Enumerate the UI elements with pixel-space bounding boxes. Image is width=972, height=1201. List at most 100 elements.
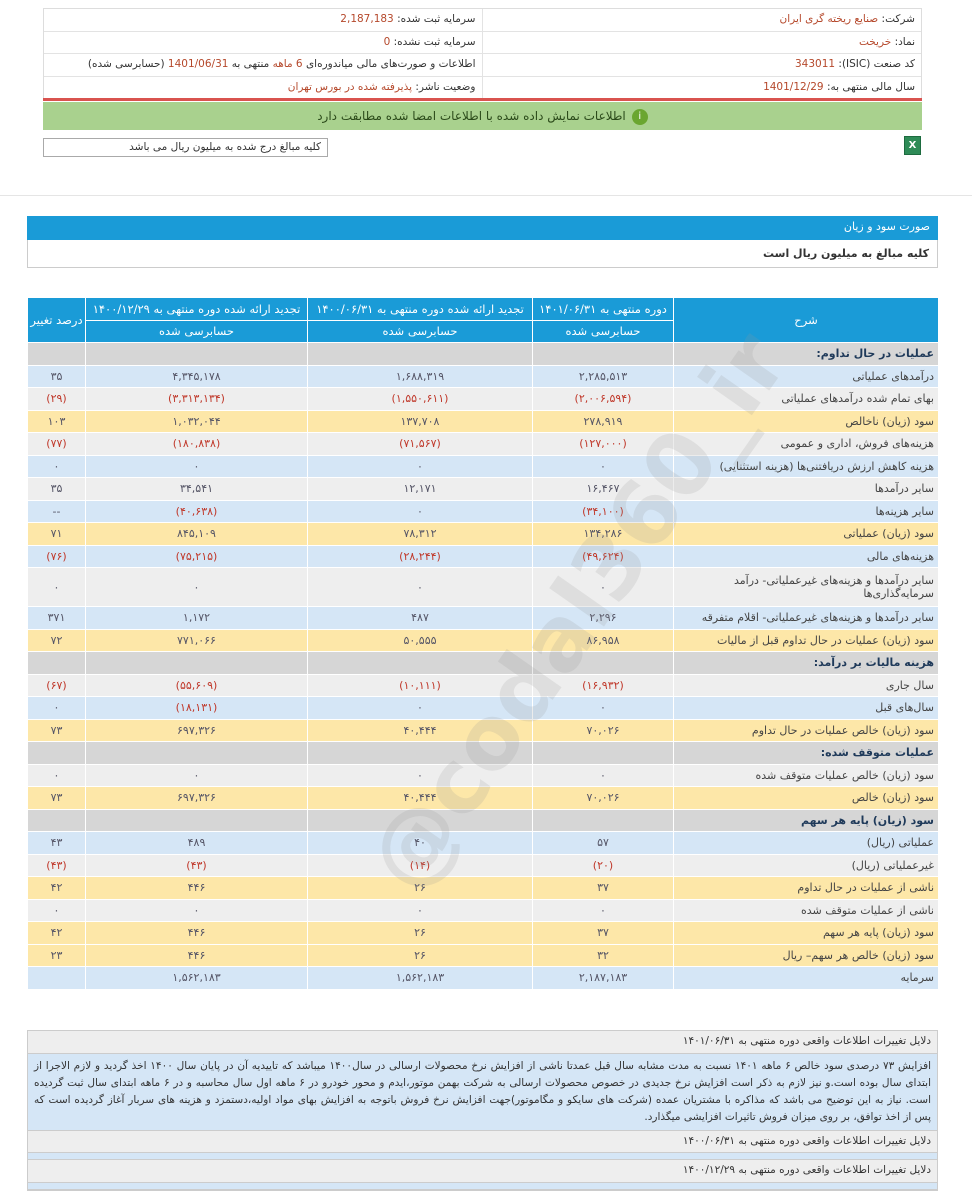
report-date: 1401/06/31: [167, 58, 229, 70]
row-value: ۷۸,۳۱۲: [307, 522, 533, 546]
row-value: (۴۳): [85, 853, 308, 877]
row-label: عملیات در حال تداوم:: [673, 342, 939, 366]
row-value: ۵۷: [532, 831, 674, 855]
alert-text: اطلاعات نمایش داده شده با اطلاعات امضا ش…: [317, 109, 626, 123]
row-value: [27, 966, 86, 990]
row-value: ۰: [27, 763, 86, 787]
row-value: ۰: [85, 898, 308, 922]
row-value: ۰: [307, 898, 533, 922]
header-description: شرح: [673, 297, 939, 343]
row-value: (۴۳): [27, 853, 86, 877]
row-value: ۳۷: [532, 876, 674, 900]
table-row: سود (زیان) عملیات در حال تداوم قبل از ما…: [27, 628, 939, 652]
row-label: سرمایه: [673, 966, 939, 990]
row-value: ۲,۲۹۶: [532, 606, 674, 630]
row-value: [85, 651, 308, 675]
row-value: ۱,۰۳۲,۰۴۴: [85, 409, 308, 433]
row-label: سایر درآمدها و هزینه‌های غیرعملیاتی- اقل…: [673, 606, 939, 630]
section-subtitle: کلیه مبالغ به میلیون ریال است: [27, 240, 938, 268]
row-value: ۴۰,۴۴۴: [307, 718, 533, 742]
table-row: ناشی از عملیات متوقف شده ۰ ۰ ۰ ۰: [27, 898, 939, 922]
row-value: (۱۶,۹۳۲): [532, 673, 674, 697]
row-value: ۰: [307, 499, 533, 523]
row-label: عملیات متوقف شده:: [673, 741, 939, 765]
row-value: ۲۳: [27, 943, 86, 967]
row-value: ۰: [27, 898, 86, 922]
row-value: [307, 651, 533, 675]
table-row: سایر هزینه‌ها (۳۴,۱۰۰) ۰ (۴۰,۶۳۸) --: [27, 499, 939, 523]
row-label: ناشی از عملیات متوقف شده: [673, 898, 939, 922]
row-value: ۶۹۷,۳۲۶: [85, 786, 308, 810]
table-row: سایر درآمدها و هزینه‌های غیرعملیاتی- اقل…: [27, 606, 939, 630]
divider: [0, 195, 972, 196]
row-label: عملیاتی (ریال): [673, 831, 939, 855]
isic-cell: کد صنعت (ISIC): 343011: [483, 54, 922, 76]
report-mid: منتهی به: [231, 58, 270, 70]
row-value: ۷۳: [27, 786, 86, 810]
row-value: ۰: [307, 763, 533, 787]
row-value: ۰: [532, 898, 674, 922]
symbol-value: خریخت: [858, 35, 892, 48]
row-value: (۱۸۰,۸۳۸): [85, 432, 308, 456]
verification-alert: i اطلاعات نمایش داده شده با اطلاعات امضا …: [43, 102, 922, 130]
table-row: سرمایه ۲,۱۸۷,۱۸۳ ۱,۵۶۲,۱۸۳ ۱,۵۶۲,۱۸۳: [27, 966, 939, 990]
unit-note: کلیه مبالغ درج شده به میلیون ریال می باش…: [43, 138, 328, 157]
symbol-cell: نماد: خریخت: [483, 32, 922, 54]
row-value: ۰: [307, 454, 533, 478]
row-value: ۰: [532, 567, 674, 607]
fiscal-label: سال مالی منتهی به:: [826, 80, 915, 93]
row-label: غیرعملیاتی (ریال): [673, 853, 939, 877]
table-row: سود (زیان) خالص هر سهم– ریال ۳۲ ۲۶ ۴۴۶ ۲۳: [27, 943, 939, 967]
row-value: [307, 342, 533, 366]
row-value: (۲۹): [27, 387, 86, 411]
table-row: سال‌های قبل ۰ ۰ (۱۸,۱۳۱) ۰: [27, 696, 939, 720]
row-label: درآمدهای عملیاتی: [673, 364, 939, 388]
row-value: ۷۰,۰۲۶: [532, 786, 674, 810]
reasons-heading-1401-06: دلایل تغییرات اطلاعات واقعی دوره منتهی ب…: [28, 1031, 937, 1054]
header-period-1: دوره منتهی به ۱۴۰۱/۰۶/۳۱: [532, 297, 674, 321]
table-row: سال جاری (۱۶,۹۳۲) (۱۰,۱۱۱) (۵۵,۶۰۹) (۶۷): [27, 673, 939, 697]
table-row: ناشی از عملیات در حال تداوم ۳۷ ۲۶ ۴۴۶ ۴۲: [27, 876, 939, 900]
row-value: (۱۴): [307, 853, 533, 877]
row-value: ۲۶: [307, 876, 533, 900]
unreg-capital-label: سرمایه ثبت نشده:: [393, 35, 476, 48]
section-title: صورت سود و زیان: [27, 216, 938, 240]
report-label: اطلاعات و صورت‌های مالی میاندوره‌ای: [305, 58, 476, 70]
publisher-label: وضعیت ناشر:: [415, 80, 476, 93]
row-value: ۲۶: [307, 943, 533, 967]
row-value: (۳۴,۱۰۰): [532, 499, 674, 523]
row-value: (۷۷): [27, 432, 86, 456]
row-label: ناشی از عملیات در حال تداوم: [673, 876, 939, 900]
row-value: ۰: [27, 454, 86, 478]
row-value: ۰: [27, 567, 86, 607]
row-value: ۲۷۸,۹۱۹: [532, 409, 674, 433]
row-label: سود (زیان) خالص عملیات متوقف شده: [673, 763, 939, 787]
table-row: عملیاتی (ریال) ۵۷ ۴۰ ۴۸۹ ۴۳: [27, 831, 939, 855]
row-value: [27, 651, 86, 675]
table-row: غیرعملیاتی (ریال) (۲۰) (۱۴) (۴۳) (۴۳): [27, 853, 939, 877]
row-value: ۰: [307, 567, 533, 607]
row-value: [85, 808, 308, 832]
row-value: ۱۳۷,۷۰۸: [307, 409, 533, 433]
row-value: ۳۷۱: [27, 606, 86, 630]
row-value: ۴۲: [27, 876, 86, 900]
category-row: هزینه مالیات بر درآمد:: [27, 651, 939, 675]
table-row: سود (زیان) خالص ۷۰,۰۲۶ ۴۰,۴۴۴ ۶۹۷,۳۲۶ ۷۳: [27, 786, 939, 810]
row-value: ۰: [27, 696, 86, 720]
row-label: سود (زیان) خالص هر سهم– ریال: [673, 943, 939, 967]
table-row: سایر درآمدها و هزینه‌های غیرعملیاتی- درآ…: [27, 567, 939, 607]
row-value: ۱,۱۷۲: [85, 606, 308, 630]
row-value: (۱۲۷,۰۰۰): [532, 432, 674, 456]
header-period-2: تجدید ارائه شده دوره منتهی به ۱۴۰۰/۰۶/۳۱: [307, 297, 533, 321]
publisher-cell: وضعیت ناشر: پذیرفته شده در بورس تهران: [44, 76, 483, 99]
excel-export-icon[interactable]: X: [904, 136, 921, 155]
row-label: هزینه مالیات بر درآمد:: [673, 651, 939, 675]
row-value: [85, 741, 308, 765]
reg-capital-label: سرمایه ثبت شده:: [397, 13, 476, 25]
row-label: سایر درآمدها: [673, 477, 939, 501]
row-value: ۲,۱۸۷,۱۸۳: [532, 966, 674, 990]
row-value: ۶۹۷,۳۲۶: [85, 718, 308, 742]
row-value: (۲,۰۰۶,۵۹۴): [532, 387, 674, 411]
table-row: سود (زیان) عملیاتی ۱۳۴,۲۸۶ ۷۸,۳۱۲ ۸۴۵,۱۰۹ ۷۱: [27, 522, 939, 546]
company-label: شرکت:: [881, 13, 915, 25]
